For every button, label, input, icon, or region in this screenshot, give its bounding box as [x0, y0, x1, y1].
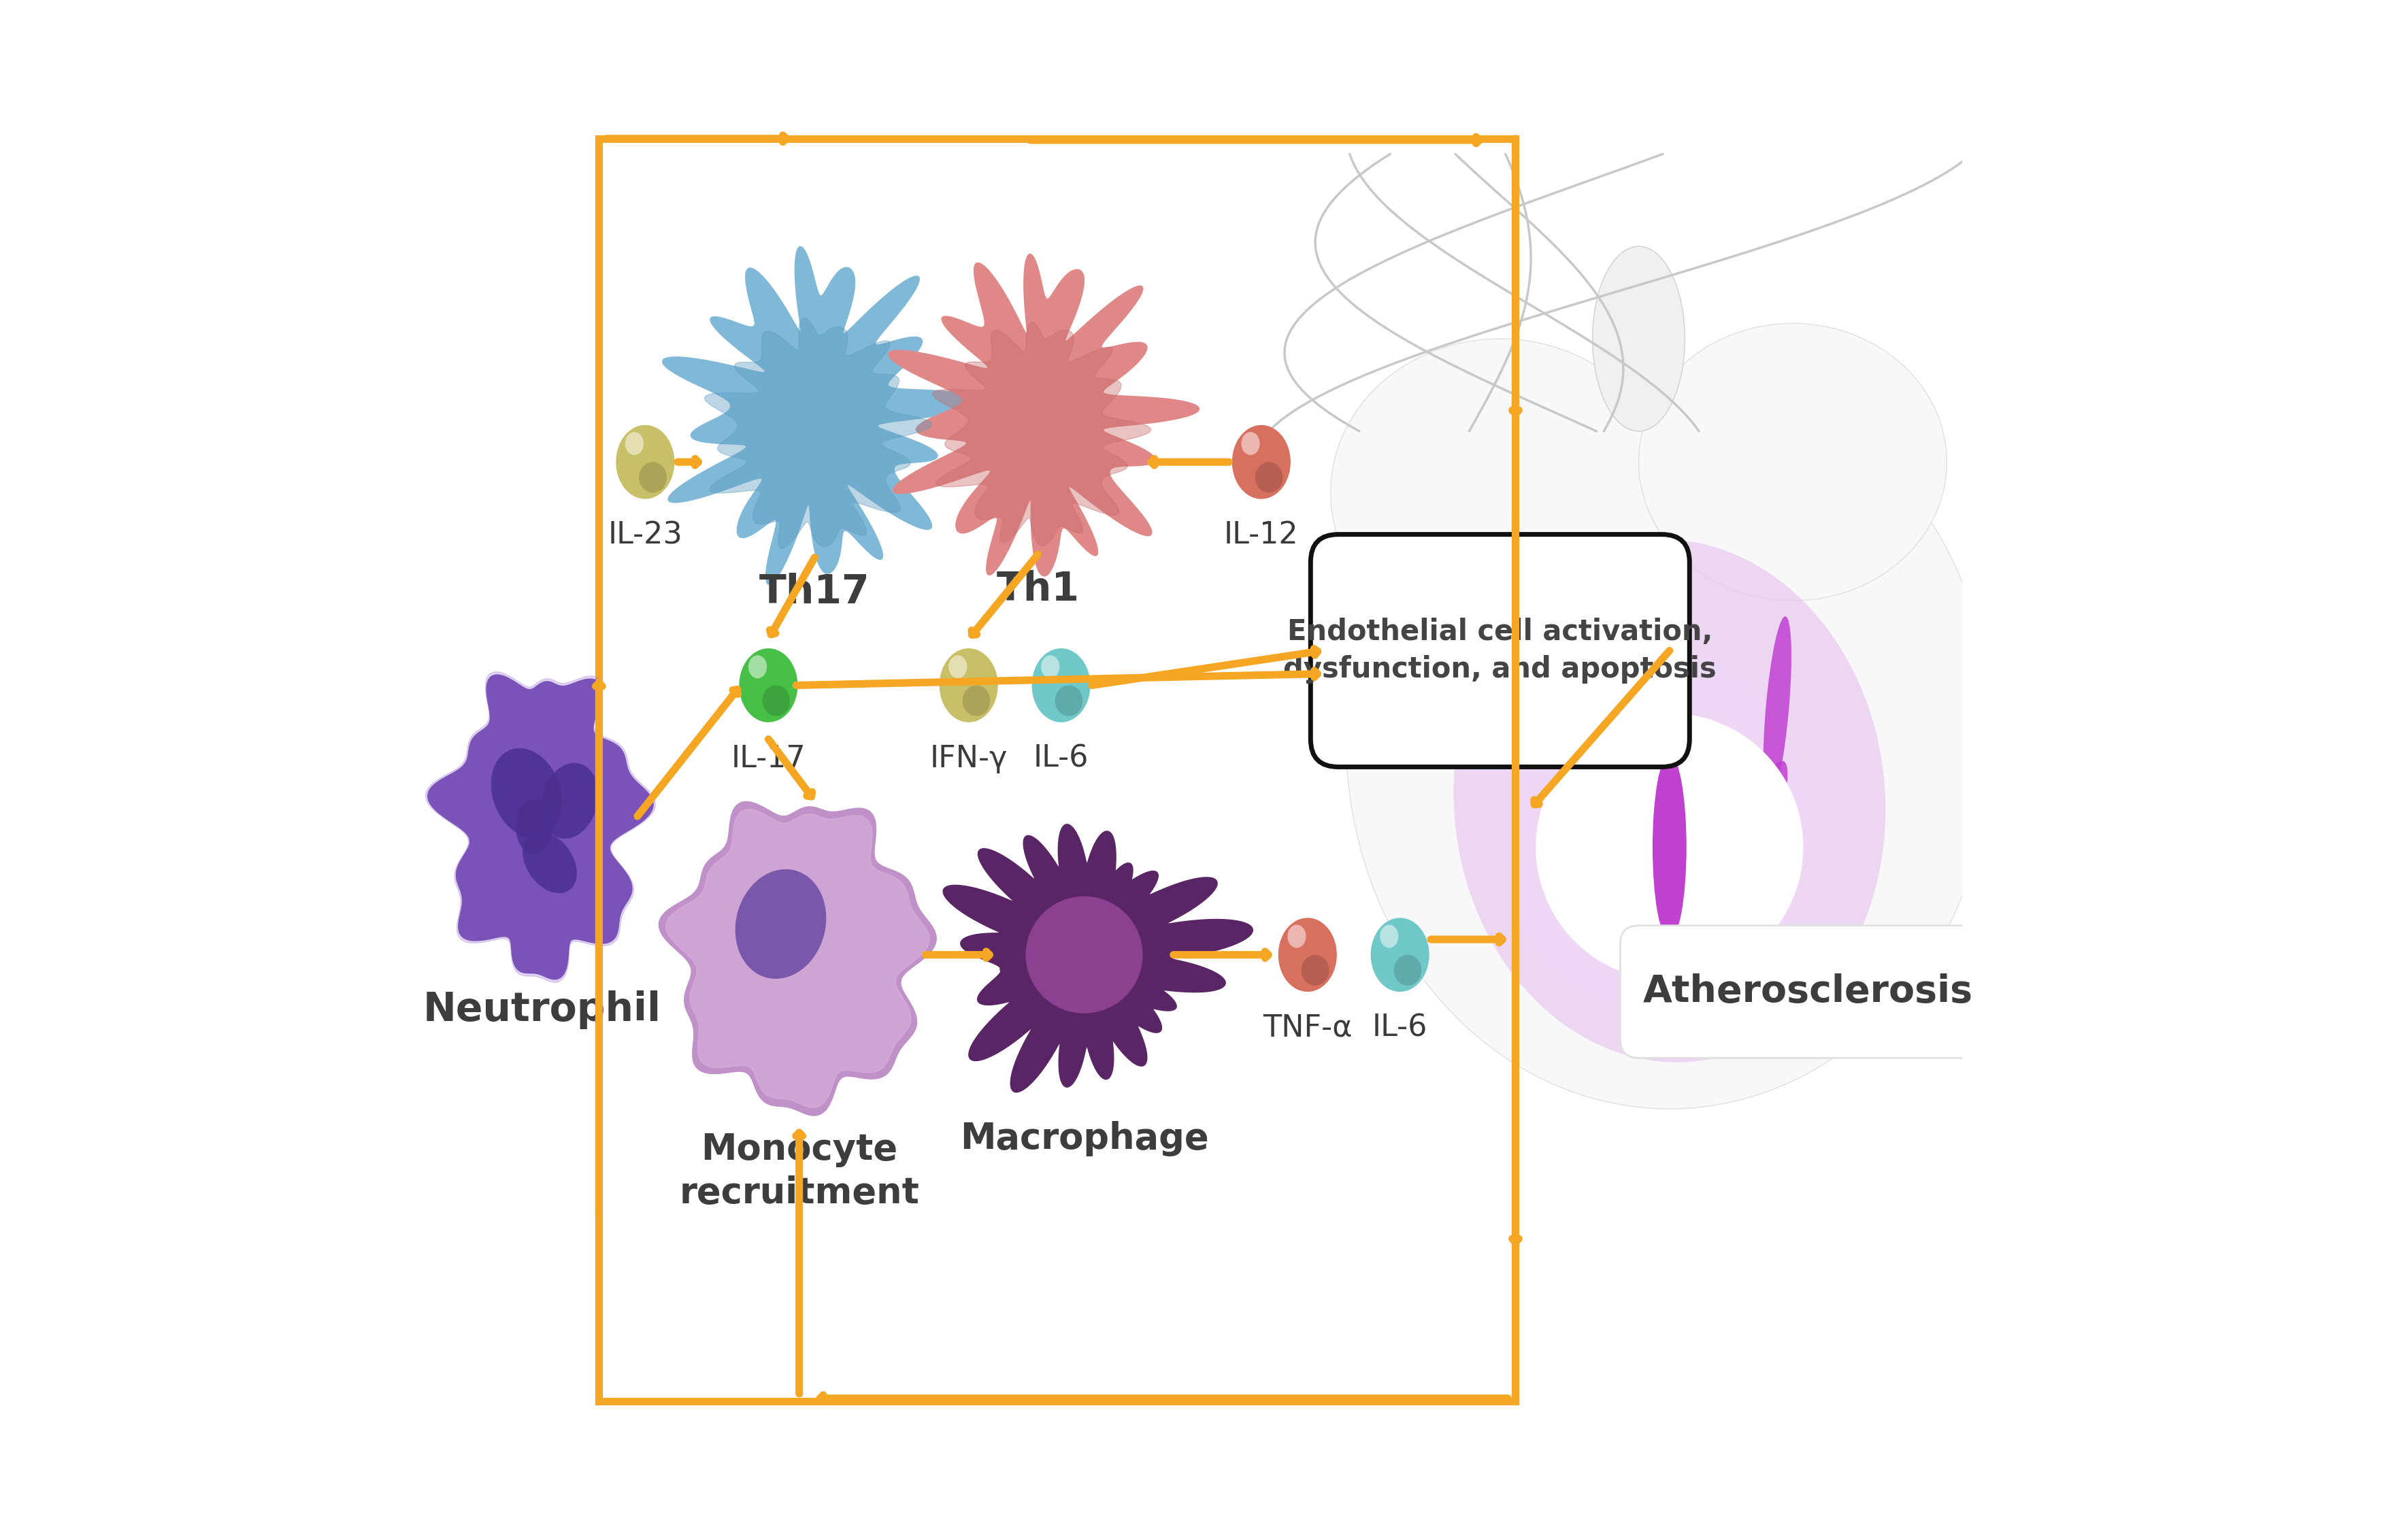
Ellipse shape [1593, 246, 1685, 431]
Ellipse shape [1635, 587, 1705, 892]
Ellipse shape [949, 656, 968, 678]
Ellipse shape [625, 433, 644, 456]
Ellipse shape [1330, 339, 1669, 647]
Polygon shape [706, 317, 932, 548]
Ellipse shape [1638, 323, 1948, 601]
Ellipse shape [1242, 433, 1259, 456]
Text: IL-17: IL-17 [732, 744, 806, 773]
Ellipse shape [522, 832, 577, 893]
Polygon shape [944, 824, 1254, 1092]
Ellipse shape [1652, 755, 1685, 939]
Ellipse shape [1380, 924, 1399, 947]
Text: Macrophage: Macrophage [961, 1121, 1209, 1157]
Ellipse shape [1500, 647, 1807, 1016]
Text: IL-12: IL-12 [1223, 521, 1299, 550]
Ellipse shape [963, 685, 989, 716]
Ellipse shape [1042, 656, 1058, 678]
Ellipse shape [639, 462, 668, 493]
Text: Monocyte
recruitment: Monocyte recruitment [679, 1132, 920, 1210]
Ellipse shape [515, 799, 553, 855]
Text: Th17: Th17 [758, 573, 870, 611]
Ellipse shape [1347, 370, 1993, 1109]
Polygon shape [889, 254, 1199, 576]
Text: Atherosclerosis: Atherosclerosis [1643, 973, 1974, 1010]
Ellipse shape [939, 648, 999, 722]
Polygon shape [424, 671, 656, 983]
Ellipse shape [749, 656, 768, 678]
Text: Th1: Th1 [997, 570, 1080, 608]
Circle shape [1538, 716, 1800, 978]
Ellipse shape [1454, 539, 1886, 1063]
FancyBboxPatch shape [1621, 926, 1995, 1058]
Ellipse shape [1395, 955, 1421, 986]
Ellipse shape [1764, 616, 1790, 801]
Polygon shape [663, 246, 977, 585]
Text: IL-23: IL-23 [608, 521, 682, 550]
Text: Endothelial cell activation,
dysfunction, and apoptosis: Endothelial cell activation, dysfunction… [1283, 618, 1716, 684]
Ellipse shape [1032, 648, 1089, 722]
Ellipse shape [739, 648, 799, 722]
Ellipse shape [1287, 924, 1306, 947]
Ellipse shape [491, 748, 563, 838]
Ellipse shape [1278, 918, 1337, 992]
Text: IL-6: IL-6 [1032, 744, 1089, 773]
Ellipse shape [1254, 462, 1283, 493]
Polygon shape [427, 675, 653, 979]
Ellipse shape [763, 685, 789, 716]
Ellipse shape [1054, 685, 1082, 716]
Circle shape [1025, 896, 1142, 1013]
Ellipse shape [734, 869, 827, 979]
Polygon shape [665, 810, 930, 1107]
Ellipse shape [1705, 761, 1788, 964]
Ellipse shape [1233, 425, 1290, 499]
Ellipse shape [615, 425, 675, 499]
Ellipse shape [1371, 918, 1430, 992]
FancyBboxPatch shape [1311, 534, 1690, 767]
Ellipse shape [541, 762, 598, 839]
Ellipse shape [1514, 602, 1640, 815]
Circle shape [1578, 755, 1762, 939]
Polygon shape [932, 322, 1151, 545]
Text: IFN-γ: IFN-γ [930, 744, 1008, 773]
Ellipse shape [1302, 955, 1330, 986]
Polygon shape [658, 802, 937, 1115]
Text: TNF-α: TNF-α [1264, 1013, 1352, 1043]
Text: Neutrophil: Neutrophil [422, 990, 660, 1029]
Text: IL-6: IL-6 [1373, 1013, 1428, 1043]
